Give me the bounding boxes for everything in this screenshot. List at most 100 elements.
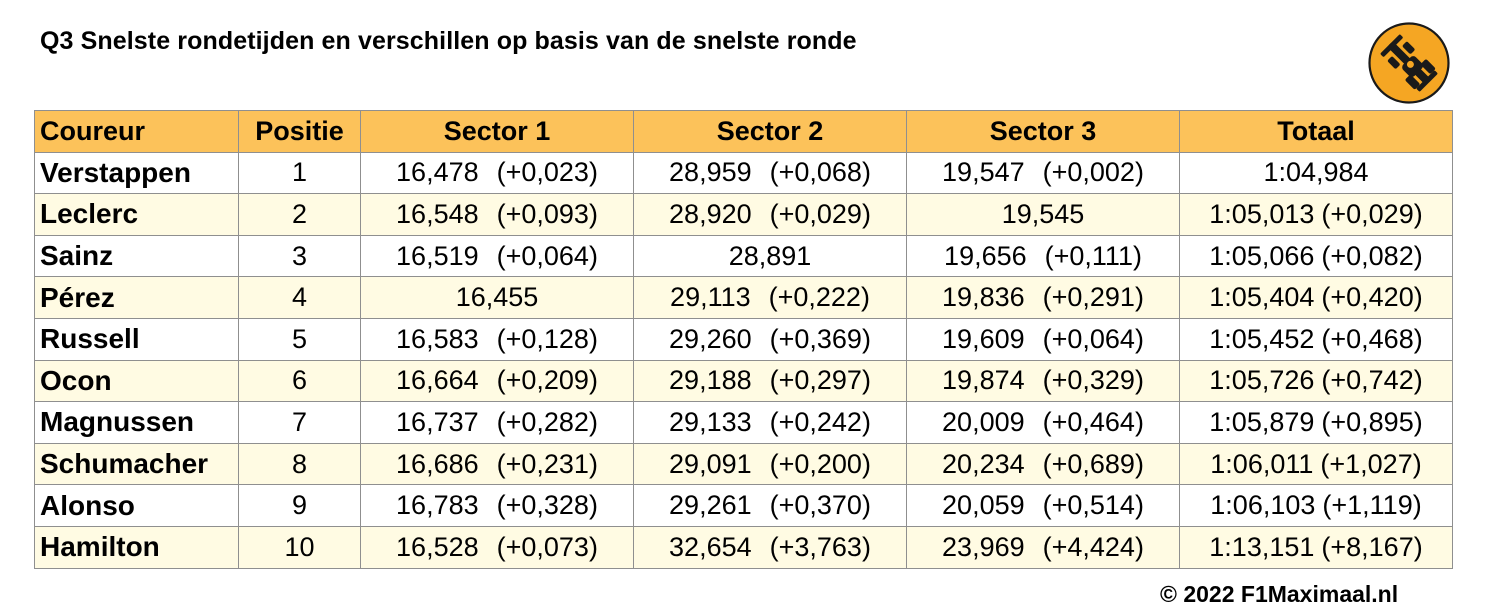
sector-2-cell: 29,091 (+0,200) [633, 442, 907, 486]
sector-1-time: 16,455 [455, 282, 539, 313]
sector-2-diff: (+0,370) [769, 490, 871, 521]
total-cell: 1:06,103 (+1,119) [1179, 484, 1453, 527]
total-cell: 1:05,726 (+0,742) [1179, 359, 1453, 403]
sector-2-time: 32,654 [669, 531, 752, 562]
table-row: Sainz 3 16,519 (+0,064) 28,891 19,656 (+0,111)… [34, 234, 1453, 278]
copyright-text: © 2022 F1Maximaal.nl [1160, 581, 1399, 607]
sector-3-cell: 23,969 (+4,424) [906, 525, 1180, 569]
sector-2-diff: (+0,222) [768, 282, 870, 313]
sector-3-cell: 19,874 (+0,329) [906, 359, 1180, 403]
sector-2-cell: 29,113 (+0,222) [633, 276, 907, 319]
sector-2-cell: 29,261 (+0,370) [633, 484, 907, 527]
driver-name: Verstappen [34, 151, 239, 195]
results-table: Coureur Positie Sector 1 Sector 2 Sector… [34, 110, 1453, 569]
sector-2-diff: (+3,763) [769, 531, 871, 562]
total-cell: 1:05,404 (+0,420) [1179, 276, 1453, 319]
sector-2-cell: 29,260 (+0,369) [633, 317, 907, 361]
driver-name: Alonso [34, 484, 239, 527]
sector-1-cell: 16,783 (+0,328) [360, 484, 634, 527]
sector-1-time: 16,686 [396, 448, 479, 479]
header-sector-3: Sector 3 [906, 110, 1180, 153]
sector-2-cell: 29,188 (+0,297) [633, 359, 907, 403]
total-diff: (+0,742) [1321, 365, 1423, 396]
driver-name: Sainz [34, 234, 239, 278]
driver-name: Schumacher [34, 442, 239, 486]
driver-name: Russell [34, 317, 239, 361]
sector-2-time: 29,261 [669, 490, 752, 521]
header-position: Positie [238, 110, 361, 153]
sector-3-time: 20,234 [942, 448, 1025, 479]
race-car-icon [1368, 22, 1450, 104]
sector-3-time: 19,545 [1001, 198, 1085, 229]
sector-3-time: 20,059 [942, 490, 1025, 521]
position-cell: 9 [238, 484, 361, 527]
total-diff: (+0,420) [1321, 282, 1423, 313]
sector-2-time: 28,920 [669, 198, 752, 229]
sector-3-diff: (+4,424) [1042, 531, 1144, 562]
table-row: Magnussen 7 16,737 (+0,282) 29,133 (+0,242) 20… [34, 401, 1453, 444]
sector-2-cell: 32,654 (+3,763) [633, 525, 907, 569]
total-time: 1:06,103 [1210, 490, 1316, 521]
sector-2-cell: 28,959 (+0,068) [633, 151, 907, 195]
table-row: Hamilton 10 16,528 (+0,073) 32,654 (+3,763) 23… [34, 525, 1453, 569]
total-time: 1:13,151 [1209, 531, 1315, 562]
table-row: Leclerc 2 16,548 (+0,093) 28,920 (+0,029) 19,5… [34, 193, 1453, 236]
sector-3-diff: (+0,064) [1042, 323, 1144, 354]
sector-3-diff: (+0,111) [1044, 240, 1142, 271]
sector-1-cell: 16,455 [360, 276, 634, 319]
total-diff: (+1,027) [1320, 448, 1422, 479]
sector-1-diff: (+0,093) [496, 198, 598, 229]
sector-1-time: 16,583 [396, 323, 479, 354]
sector-2-time: 28,891 [728, 240, 812, 271]
total-diff: (+0,029) [1321, 198, 1423, 229]
header-total: Totaal [1179, 110, 1453, 153]
total-diff: (+0,082) [1321, 240, 1423, 271]
total-cell: 1:04,984 [1179, 151, 1453, 195]
total-time: 1:04,984 [1263, 157, 1369, 188]
sector-2-cell: 29,133 (+0,242) [633, 401, 907, 444]
header-sector-1: Sector 1 [360, 110, 634, 153]
position-cell: 6 [238, 359, 361, 403]
driver-name: Pérez [34, 276, 239, 319]
driver-name: Magnussen [34, 401, 239, 444]
sector-1-time: 16,548 [396, 198, 479, 229]
total-cell: 1:05,013 (+0,029) [1179, 193, 1453, 236]
sector-2-diff: (+0,369) [769, 323, 871, 354]
position-cell: 1 [238, 151, 361, 195]
sector-3-diff: (+0,689) [1042, 448, 1144, 479]
table-row: Russell 5 16,583 (+0,128) 29,260 (+0,369) 19,6… [34, 317, 1453, 361]
position-cell: 3 [238, 234, 361, 278]
sector-2-diff: (+0,029) [769, 198, 871, 229]
sector-3-cell: 19,609 (+0,064) [906, 317, 1180, 361]
sector-3-time: 19,874 [942, 365, 1025, 396]
position-cell: 2 [238, 193, 361, 236]
sector-3-cell: 20,009 (+0,464) [906, 401, 1180, 444]
sector-3-diff: (+0,464) [1042, 406, 1144, 437]
table-row: Ocon 6 16,664 (+0,209) 29,188 (+0,297) 19,874 (… [34, 359, 1453, 403]
total-cell: 1:05,066 (+0,082) [1179, 234, 1453, 278]
driver-name: Leclerc [34, 193, 239, 236]
total-cell: 1:05,452 (+0,468) [1179, 317, 1453, 361]
sector-1-cell: 16,548 (+0,093) [360, 193, 634, 236]
table-header-row: Coureur Positie Sector 1 Sector 2 Sector… [34, 110, 1453, 153]
sector-3-time: 23,969 [942, 531, 1025, 562]
header-driver: Coureur [34, 110, 239, 153]
sector-1-diff: (+0,328) [496, 490, 598, 521]
sector-2-time: 29,091 [669, 448, 752, 479]
sector-3-time: 19,656 [944, 240, 1027, 271]
sector-1-diff: (+0,209) [496, 365, 598, 396]
sector-3-cell: 19,545 [906, 193, 1180, 236]
sector-3-cell: 19,656 (+0,111) [906, 234, 1180, 278]
sector-1-time: 16,528 [396, 531, 479, 562]
sector-1-time: 16,737 [396, 406, 479, 437]
table-row: Alonso 9 16,783 (+0,328) 29,261 (+0,370) 20,05… [34, 484, 1453, 527]
sector-2-time: 29,188 [669, 365, 752, 396]
sector-3-time: 20,009 [942, 406, 1025, 437]
sector-3-diff: (+0,291) [1042, 282, 1144, 313]
sector-1-cell: 16,583 (+0,128) [360, 317, 634, 361]
sector-1-diff: (+0,128) [496, 323, 598, 354]
driver-name: Hamilton [34, 525, 239, 569]
sector-1-diff: (+0,073) [496, 531, 598, 562]
sector-1-time: 16,664 [396, 365, 479, 396]
total-cell: 1:13,151 (+8,167) [1179, 525, 1453, 569]
